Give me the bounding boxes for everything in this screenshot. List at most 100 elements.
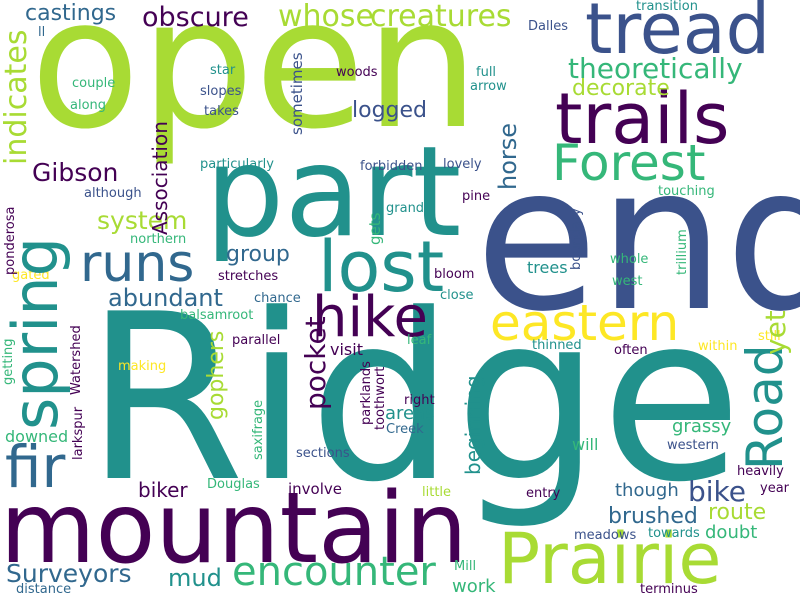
word-prairie: Prairie xyxy=(498,518,722,600)
word-year: year xyxy=(760,481,790,496)
word-obscure: obscure xyxy=(142,2,249,33)
word-meadows: meadows xyxy=(574,528,637,543)
word-ll: ll xyxy=(38,25,46,40)
word-mountain: mountain xyxy=(0,472,468,586)
word-grassy: grassy xyxy=(672,416,732,437)
word-trillium: trillium xyxy=(675,229,690,275)
word-surveyors: Surveyors xyxy=(6,559,132,588)
word-northern: northern xyxy=(130,232,187,247)
word-trees: trees xyxy=(527,258,568,277)
word-runs: runs xyxy=(80,234,195,294)
word-saxifrage: saxifrage xyxy=(251,399,266,460)
word-western: western xyxy=(667,438,719,453)
word-star: star xyxy=(210,63,236,78)
word-larkspur: larkspur xyxy=(71,406,86,460)
word-toothwort: toothwort xyxy=(373,366,388,430)
word-route: route xyxy=(708,500,767,525)
word-douglas: Douglas xyxy=(207,477,260,492)
word-decorate: decorate xyxy=(572,76,670,101)
word-grand: grand xyxy=(386,201,425,216)
word-areas: areas xyxy=(385,403,435,424)
word-chance: chance xyxy=(254,291,301,306)
word-castings: castings xyxy=(25,1,117,26)
word-lovely: lovely xyxy=(443,157,482,172)
word-tread: tread xyxy=(585,0,771,70)
word-transition: transition xyxy=(636,0,698,14)
word-trails: trails xyxy=(555,78,730,160)
word-mud: mud xyxy=(168,564,222,592)
word-making: making xyxy=(118,359,167,374)
word-fir: fir xyxy=(5,433,66,501)
word-bloom: bloom xyxy=(434,267,475,282)
word-whose: whose xyxy=(278,0,374,34)
word-lost: lost xyxy=(318,226,445,308)
word-distance: distance xyxy=(16,582,72,597)
word-boundary: boundary xyxy=(569,208,584,270)
word-work: work xyxy=(452,576,496,597)
word-touching: touching xyxy=(658,184,715,199)
word-theoretically: theoretically xyxy=(568,52,743,85)
word-mill: Mill xyxy=(454,559,477,574)
word-heavily: heavily xyxy=(737,464,784,479)
word-forest: Forest xyxy=(552,134,706,192)
word-downed: downed xyxy=(5,427,69,446)
word-gibson: Gibson xyxy=(32,158,119,187)
word-visit: visit xyxy=(330,340,363,359)
word-encounter: encounter xyxy=(232,549,436,595)
word-particularly: particularly xyxy=(200,157,274,172)
word-pocket: pocket xyxy=(299,316,332,410)
word-part: part xyxy=(205,120,462,265)
word-sections: sections xyxy=(296,446,350,461)
word-brushed: brushed xyxy=(608,504,698,529)
word-ridge: Ridge xyxy=(85,266,743,533)
word-logged: logged xyxy=(352,98,428,123)
word-parklands: parklands xyxy=(359,361,374,425)
word-along: along xyxy=(70,98,107,113)
word-right: right xyxy=(404,393,435,408)
word-takes: takes xyxy=(204,104,239,119)
word-creatures: creatures xyxy=(370,0,512,34)
word-road: Road xyxy=(736,344,794,470)
word-dalles: Dalles xyxy=(528,19,568,34)
word-full: full xyxy=(476,65,497,80)
word-abundant: abundant xyxy=(108,284,223,312)
word-woods: woods xyxy=(336,65,378,80)
word-whole: whole xyxy=(610,252,649,267)
word-association: Association xyxy=(148,121,172,235)
word-will: will xyxy=(572,435,599,454)
word-forbidden: forbidden xyxy=(360,159,423,174)
word-open: open xyxy=(30,0,480,169)
word-towards: towards xyxy=(648,526,700,541)
word-beginning: beginning xyxy=(461,375,485,475)
word-creek: Creek xyxy=(386,422,424,437)
word-often: often xyxy=(614,343,648,358)
word-sometimes: sometimes xyxy=(288,52,306,135)
word-though: though xyxy=(615,480,679,501)
word-bike: bike xyxy=(688,475,746,508)
word-ponderosa: ponderosa xyxy=(3,206,18,275)
word-although: although xyxy=(84,186,142,201)
word-involve: involve xyxy=(288,480,343,498)
word-couple: couple xyxy=(72,76,116,91)
word-west: west xyxy=(612,274,643,289)
word-leaf: leaf xyxy=(407,333,432,348)
word-biker: biker xyxy=(138,478,188,502)
word-end: end xyxy=(475,123,800,356)
word-thinned: thinned xyxy=(532,338,582,353)
word-terminus: terminus xyxy=(640,582,698,597)
word-eastern: eastern xyxy=(490,294,680,352)
word-system: system xyxy=(97,206,188,235)
word-doubt: doubt xyxy=(705,522,758,543)
word-indicates: indicates xyxy=(0,29,34,165)
word-slopes: slopes xyxy=(200,84,242,99)
word-gets: gets xyxy=(366,212,384,245)
word-watershed: Watershed xyxy=(69,325,84,395)
word-balsamroot: balsamroot xyxy=(180,308,254,323)
word-yet: yet xyxy=(759,310,792,355)
word-pine: pine xyxy=(462,189,491,204)
word-gated: gated xyxy=(12,268,50,283)
word-within: within xyxy=(698,339,738,354)
word-little: little xyxy=(422,485,452,500)
word-group: group xyxy=(226,242,290,267)
